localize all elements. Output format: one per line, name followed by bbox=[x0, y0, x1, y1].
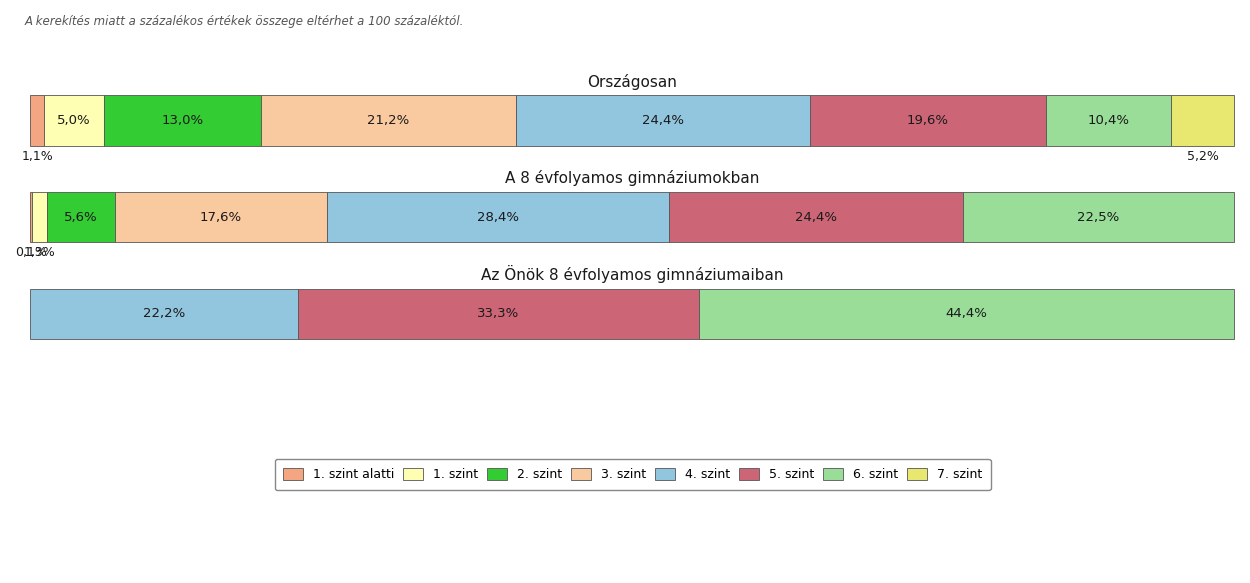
Bar bbox=[44, 96, 104, 146]
Text: 5,2%: 5,2% bbox=[1186, 149, 1219, 163]
Bar bbox=[298, 289, 699, 339]
Bar bbox=[48, 192, 115, 243]
Text: A kerekítés miatt a százalékos értékek összege eltérhet a 100 százaléktól.: A kerekítés miatt a százalékos értékek ö… bbox=[25, 15, 465, 27]
Bar bbox=[115, 192, 326, 243]
Bar bbox=[1171, 96, 1234, 146]
Text: 21,2%: 21,2% bbox=[368, 114, 409, 127]
Text: 5,6%: 5,6% bbox=[64, 210, 98, 224]
Text: 24,4%: 24,4% bbox=[795, 210, 836, 224]
Text: 24,4%: 24,4% bbox=[641, 114, 684, 127]
Text: 5,0%: 5,0% bbox=[58, 114, 91, 127]
Text: 10,4%: 10,4% bbox=[1088, 114, 1130, 127]
Bar bbox=[31, 192, 48, 243]
Bar bbox=[810, 96, 1046, 146]
Text: Országosan: Országosan bbox=[588, 73, 678, 90]
Text: 33,3%: 33,3% bbox=[478, 307, 520, 321]
Text: 28,4%: 28,4% bbox=[476, 210, 519, 224]
Text: 19,6%: 19,6% bbox=[906, 114, 949, 127]
Text: 13,0%: 13,0% bbox=[161, 114, 204, 127]
Bar bbox=[30, 96, 44, 146]
Bar bbox=[30, 289, 298, 339]
Bar bbox=[516, 96, 810, 146]
Text: 0,1%: 0,1% bbox=[15, 246, 48, 259]
Bar bbox=[669, 192, 962, 243]
Legend: 1. szint alatti, 1. szint, 2. szint, 3. szint, 4. szint, 5. szint, 6. szint, 7. : 1. szint alatti, 1. szint, 2. szint, 3. … bbox=[275, 459, 991, 490]
Text: 1,3%: 1,3% bbox=[24, 246, 55, 259]
Text: 44,4%: 44,4% bbox=[945, 307, 988, 321]
Bar bbox=[104, 96, 260, 146]
Bar bbox=[326, 192, 669, 243]
Text: A 8 évfolyamos gimnáziumokban: A 8 évfolyamos gimnáziumokban bbox=[505, 170, 759, 186]
Bar bbox=[260, 96, 516, 146]
Text: 22,2%: 22,2% bbox=[142, 307, 185, 321]
Bar bbox=[699, 289, 1234, 339]
Text: Az Önök 8 évfolyamos gimnáziumaiban: Az Önök 8 évfolyamos gimnáziumaiban bbox=[481, 265, 784, 283]
Bar bbox=[1046, 96, 1171, 146]
Text: 22,5%: 22,5% bbox=[1078, 210, 1120, 224]
Bar bbox=[962, 192, 1234, 243]
Text: 1,1%: 1,1% bbox=[21, 149, 52, 163]
Text: 17,6%: 17,6% bbox=[200, 210, 241, 224]
